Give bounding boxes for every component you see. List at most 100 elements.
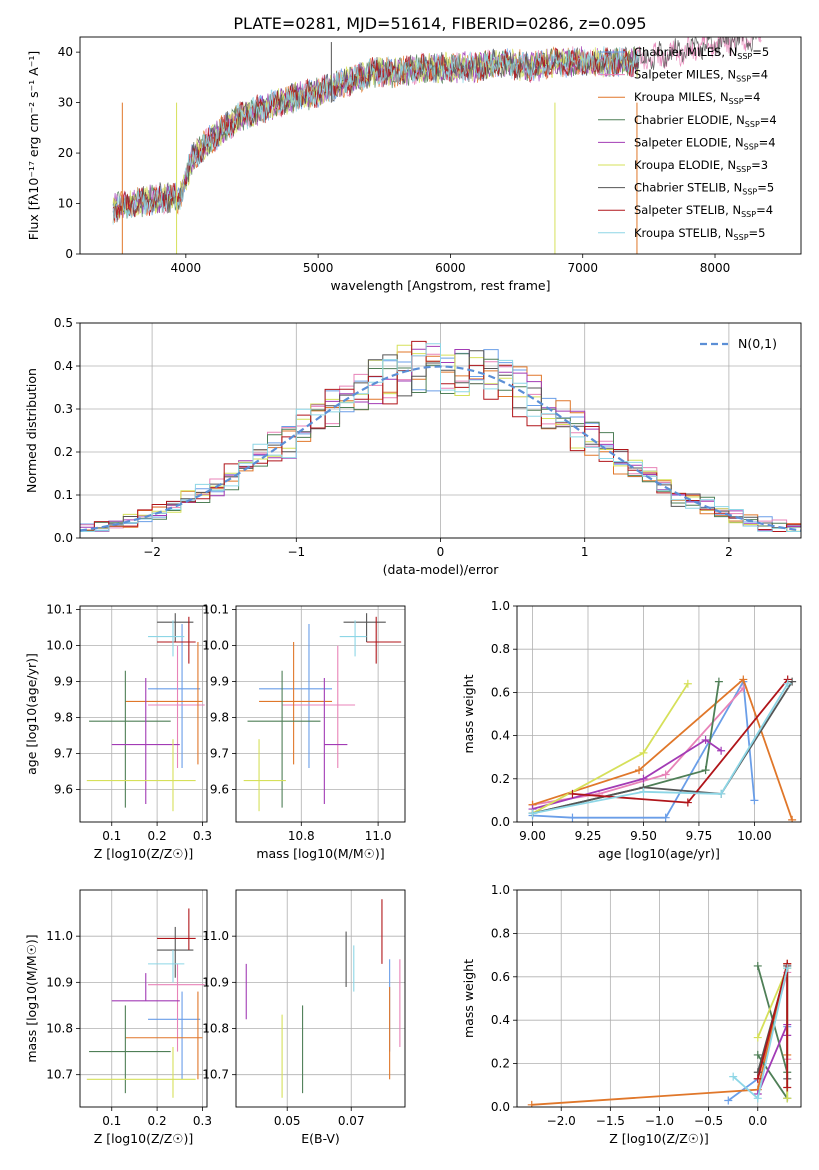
y-axis-label: mass weight xyxy=(461,674,476,753)
weight-marker xyxy=(788,815,797,822)
axes-frame xyxy=(79,889,208,1108)
weight-marker xyxy=(739,675,748,684)
weight-line xyxy=(532,687,744,806)
y-tick-label: 10.1 xyxy=(46,603,73,617)
legend-label: Kroupa STELIB, NSSP=5 xyxy=(634,226,765,242)
legend-label: Salpeter STELIB, NSSP=4 xyxy=(634,203,773,219)
x-tick-label: −1.5 xyxy=(596,1114,625,1128)
y-tick-label: 0.8 xyxy=(491,926,510,940)
y-tick-label: 10.8 xyxy=(202,1022,229,1036)
weight-marker xyxy=(753,961,762,970)
weight-marker xyxy=(783,679,792,688)
y-tick-label: 9.7 xyxy=(210,747,229,761)
y-tick-label: 0.2 xyxy=(491,772,510,786)
y-tick-label: 1.0 xyxy=(491,883,510,897)
plot-area-spectrum xyxy=(112,37,762,254)
x-axis-label: Z [log10(Z/Z☉)] xyxy=(94,1131,194,1146)
weight-marker xyxy=(783,1094,792,1103)
weight-marker xyxy=(783,1083,792,1092)
y-tick-label: 9.8 xyxy=(54,711,73,725)
x-axis-label: E(B-V) xyxy=(301,1131,340,1146)
y-tick-label: 9.9 xyxy=(54,675,73,689)
plot-area-mass-weight-vs-age xyxy=(528,675,797,822)
y-tick-label: 10.9 xyxy=(202,975,229,989)
weight-marker xyxy=(753,1033,762,1042)
x-tick-label: 9.00 xyxy=(519,829,546,843)
weight-marker xyxy=(788,677,797,686)
weight-marker xyxy=(753,1050,762,1059)
weight-marker xyxy=(729,1072,738,1081)
y-tick-label: 0.0 xyxy=(491,1100,510,1114)
legend-spectrum: Chabrier MILES, NSSP=5 Salpeter MILES, NS… xyxy=(598,45,777,242)
x-tick-label: 9.25 xyxy=(575,829,602,843)
axes-frame xyxy=(235,889,406,1108)
y-axis-label: mass weight xyxy=(461,959,476,1038)
y-tick-label: 10.7 xyxy=(202,1068,229,1082)
y-tick-label: 0.3 xyxy=(54,402,73,416)
y-tick-label: 0.1 xyxy=(54,488,73,502)
weight-marker xyxy=(717,746,726,755)
y-tick-label: 20 xyxy=(58,146,73,160)
y-tick-label: 0.2 xyxy=(491,1057,510,1071)
legend-histogram: N(0,1) xyxy=(700,336,777,351)
weight-marker xyxy=(783,964,792,973)
x-tick-label: 10.8 xyxy=(288,829,315,843)
x-tick-label: −1 xyxy=(287,545,305,559)
y-tick-label: 10.0 xyxy=(46,639,73,653)
y-tick-label: 9.6 xyxy=(210,783,229,797)
x-axis-label: Z [log10(Z/Z☉)] xyxy=(94,846,194,861)
x-tick-label: 11.0 xyxy=(365,829,392,843)
axes-mass-weight-vs-age: 9.00 9.25 9.50 9.75 10.00 0.0 0.2 0.4 0.6 0.8 1.0 a… xyxy=(461,599,802,861)
y-axis-label: Normed distribution xyxy=(24,368,39,493)
plot-area-age-vs-mass xyxy=(243,613,402,812)
histogram-steps xyxy=(80,343,801,538)
weight-marker xyxy=(639,748,648,757)
weight-marker xyxy=(527,1100,536,1107)
x-axis-label: age [log10(age/yr)] xyxy=(598,846,720,861)
y-tick-label: 0.5 xyxy=(54,316,73,330)
weight-marker xyxy=(528,809,537,818)
x-tick-label: 6000 xyxy=(435,261,466,275)
axes-age-vs-Z: 0.1 0.2 0.3 9.6 9.7 9.8 9.9 10.0 10.1 Z [log10(Z/… xyxy=(24,603,212,861)
weight-marker xyxy=(568,813,577,822)
figure-title: PLATE=0281, MJD=51614, FIBERID=0286, z=0… xyxy=(233,14,646,33)
x-tick-label: 0.0 xyxy=(748,1114,767,1128)
y-tick-label: 9.8 xyxy=(210,711,229,725)
x-tick-label: 0.3 xyxy=(193,1114,212,1128)
weight-marker xyxy=(701,735,710,744)
plot-area-mass-weight-vs-Z xyxy=(527,959,792,1107)
y-tick-label: 10.9 xyxy=(46,975,73,989)
weight-marker xyxy=(753,1074,762,1083)
axes-frame xyxy=(79,322,802,539)
x-axis-label: (data-model)/error xyxy=(383,562,500,577)
y-axis-label: mass [log10(M/M☉)] xyxy=(24,934,39,1062)
weight-marker xyxy=(635,766,644,775)
weight-marker xyxy=(753,1094,762,1103)
y-tick-label: 0.4 xyxy=(54,359,73,373)
y-tick-label: 30 xyxy=(58,96,73,110)
axes-frame xyxy=(79,36,802,255)
y-tick-label: 0.8 xyxy=(491,642,510,656)
x-tick-label: 8000 xyxy=(700,261,731,275)
weight-marker xyxy=(661,813,670,822)
x-axis-label: Z [log10(Z/Z☉)] xyxy=(609,1131,709,1146)
y-tick-label: 10.1 xyxy=(202,603,229,617)
x-tick-label: 4000 xyxy=(171,261,202,275)
weight-marker xyxy=(661,770,670,779)
legend-label: Chabrier ELODIE, NSSP=4 xyxy=(634,113,777,129)
axes-frame xyxy=(235,605,406,823)
x-tick-label: 0.2 xyxy=(148,829,167,843)
weight-marker xyxy=(639,774,648,783)
plot-area-residual-histogram xyxy=(80,340,801,538)
legend-label: Kroupa ELODIE, NSSP=3 xyxy=(634,158,768,174)
weight-marker xyxy=(750,796,759,805)
weight-marker xyxy=(639,787,648,796)
x-tick-label: 9.50 xyxy=(630,829,657,843)
legend-label: Chabrier MILES, NSSP=5 xyxy=(634,45,769,61)
y-tick-label: 0.4 xyxy=(491,1013,510,1027)
axes-frame xyxy=(516,605,802,823)
x-tick-label: 7000 xyxy=(567,261,598,275)
x-tick-label: −1.0 xyxy=(645,1114,674,1128)
x-tick-label: 0.3 xyxy=(193,829,212,843)
x-tick-label: 0 xyxy=(437,545,445,559)
